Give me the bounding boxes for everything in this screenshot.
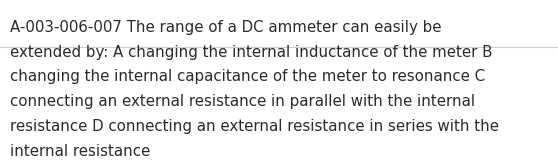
Text: internal resistance: internal resistance [10, 144, 150, 159]
Text: changing the internal capacitance of the meter to resonance C: changing the internal capacitance of the… [10, 69, 485, 85]
Text: A-003-006-007 The range of a DC ammeter can easily be: A-003-006-007 The range of a DC ammeter … [10, 20, 441, 35]
Text: connecting an external resistance in parallel with the internal: connecting an external resistance in par… [10, 94, 475, 109]
Text: extended by: A changing the internal inductance of the meter B: extended by: A changing the internal ind… [10, 45, 493, 60]
Text: resistance D connecting an external resistance in series with the: resistance D connecting an external resi… [10, 119, 499, 134]
